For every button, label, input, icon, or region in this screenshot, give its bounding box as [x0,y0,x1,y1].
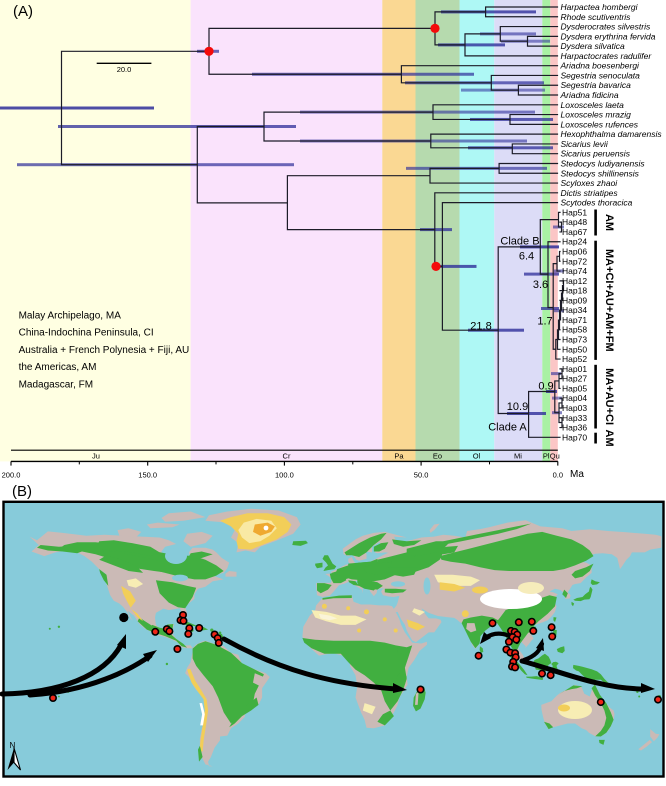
svg-text:Eo: Eo [433,451,442,460]
svg-text:Hap67: Hap67 [562,227,587,237]
svg-text:Harpactea hombergi: Harpactea hombergi [561,2,639,12]
svg-text:Hexophthalma damarensis: Hexophthalma damarensis [561,129,663,139]
svg-text:Hap71: Hap71 [562,315,587,325]
svg-text:Cr: Cr [283,451,291,460]
svg-text:Hap04: Hap04 [562,393,587,403]
svg-text:(B): (B) [12,483,32,500]
svg-text:150.0: 150.0 [138,471,157,480]
svg-text:Ma: Ma [570,469,584,480]
svg-text:Malay Archipelago, MA: Malay Archipelago, MA [19,311,122,322]
svg-text:21.8: 21.8 [470,321,491,333]
svg-text:Dictis striatipes: Dictis striatipes [561,188,619,198]
svg-text:Hap48: Hap48 [562,217,587,227]
svg-text:3.6: 3.6 [533,279,548,291]
svg-text:Stedocys ludiyanensis: Stedocys ludiyanensis [561,158,646,168]
svg-text:Loxosceles laeta: Loxosceles laeta [561,100,625,110]
svg-text:Hap12: Hap12 [562,276,587,286]
svg-text:Hap24: Hap24 [562,237,587,247]
svg-text:100.0: 100.0 [275,471,294,480]
svg-text:0.9: 0.9 [538,381,553,393]
svg-text:Hap70: Hap70 [562,432,587,442]
svg-text:Hap50: Hap50 [562,344,587,354]
svg-text:Sicarius peruensis: Sicarius peruensis [561,149,631,159]
svg-text:Hap72: Hap72 [562,256,587,266]
svg-text:Rhode scutiventris: Rhode scutiventris [561,12,632,22]
svg-text:Loxosceles mrazig: Loxosceles mrazig [561,110,632,120]
svg-text:Dysdera silvatica: Dysdera silvatica [561,41,626,51]
svg-text:MA+CI+AU+AM+FM: MA+CI+AU+AM+FM [603,249,615,352]
svg-text:MA+AU+CI: MA+AU+CI [603,368,615,425]
svg-text:Hap73: Hap73 [562,335,587,345]
svg-text:1.7: 1.7 [537,316,552,328]
svg-text:20.0: 20.0 [117,65,132,74]
svg-text:Ju: Ju [92,451,100,460]
svg-text:50.0: 50.0 [414,471,429,480]
svg-text:200.0: 200.0 [2,471,21,480]
svg-text:Ariadna boesenbergi: Ariadna boesenbergi [560,61,641,71]
svg-text:6.4: 6.4 [519,251,534,263]
svg-text:10.9: 10.9 [507,401,528,413]
svg-text:Scytodes thoracica: Scytodes thoracica [561,198,633,208]
svg-text:Loxosceles rufences: Loxosceles rufences [561,119,639,129]
svg-text:AM: AM [603,430,615,447]
svg-text:Segestria senoculata: Segestria senoculata [561,70,641,80]
svg-text:Clade B: Clade B [500,236,539,248]
svg-text:Hap52: Hap52 [562,354,587,364]
svg-text:Hap27: Hap27 [562,374,587,384]
svg-text:Hap03: Hap03 [562,403,587,413]
svg-text:Scyloxes zhaoi: Scyloxes zhaoi [561,178,619,188]
svg-text:Mi: Mi [514,451,522,460]
svg-text:Australia + French Polynesia +: Australia + French Polynesia + Fiji, AU [19,345,190,356]
svg-text:Segestria bavarica: Segestria bavarica [561,80,632,90]
svg-text:Hap06: Hap06 [562,247,587,257]
svg-text:Hap36: Hap36 [562,423,587,433]
svg-text:Stedocys shillinensis: Stedocys shillinensis [561,168,640,178]
svg-text:Sicarius levii: Sicarius levii [561,139,609,149]
svg-text:0.0: 0.0 [553,471,563,480]
svg-text:(A): (A) [13,3,33,20]
svg-text:Qu: Qu [550,451,560,460]
svg-text:Hap58: Hap58 [562,325,587,335]
svg-text:Pa: Pa [394,451,404,460]
svg-text:Hap09: Hap09 [562,295,587,305]
svg-text:Hap34: Hap34 [562,305,587,315]
svg-text:Hap05: Hap05 [562,383,587,393]
svg-text:Ol: Ol [473,451,481,460]
svg-text:Dysdera erythrina fervida: Dysdera erythrina fervida [561,31,656,41]
svg-text:Clade A: Clade A [488,422,527,434]
svg-text:Pl: Pl [543,451,550,460]
svg-text:AM: AM [603,214,615,231]
svg-text:Hap74: Hap74 [562,266,587,276]
svg-text:Harpactocrates radulifer: Harpactocrates radulifer [561,51,653,61]
svg-text:Madagascar, FM: Madagascar, FM [19,379,93,390]
svg-text:Hap18: Hap18 [562,286,587,296]
svg-text:N: N [10,741,16,750]
svg-text:Hap51: Hap51 [562,207,587,217]
svg-text:China-Indochina Peninsula, CI: China-Indochina Peninsula, CI [19,328,154,339]
svg-text:Ariadna fidicina: Ariadna fidicina [560,90,619,100]
svg-text:Dysderocrates silvestris: Dysderocrates silvestris [561,22,651,32]
svg-text:Hap01: Hap01 [562,364,587,374]
svg-text:Hap33: Hap33 [562,413,587,423]
svg-text:the Americas, AM: the Americas, AM [19,362,97,373]
